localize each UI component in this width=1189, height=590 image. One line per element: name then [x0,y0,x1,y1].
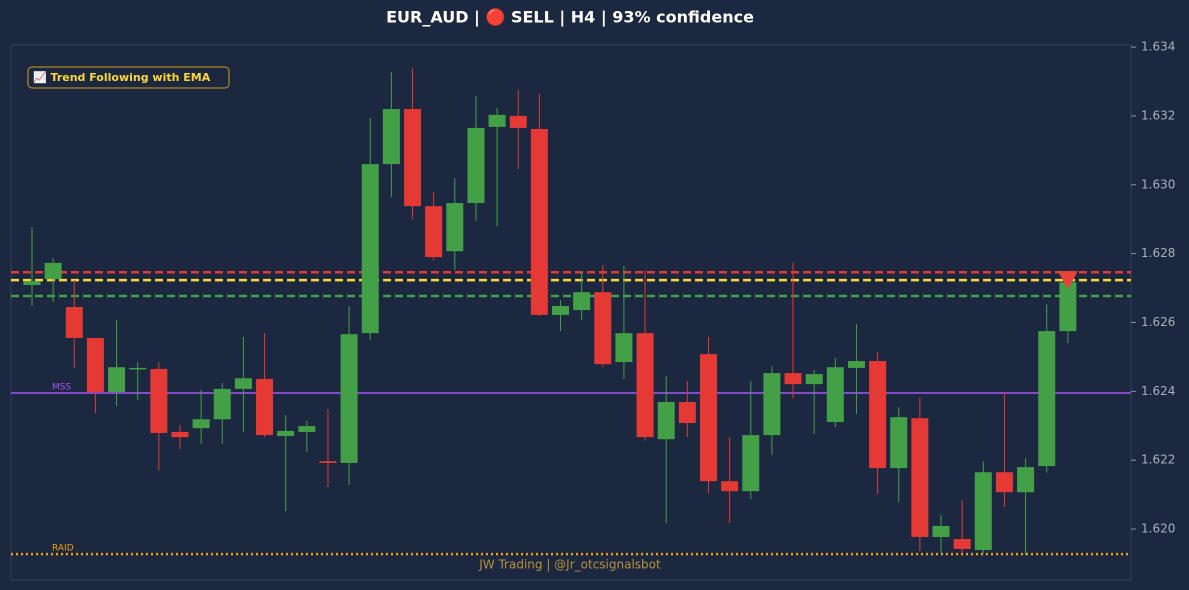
strategy-label: 📈 Trend Following with EMA [33,71,211,84]
strategy-box [27,66,230,89]
candle-body [636,333,654,438]
y-tick-label: 1.624 [1141,384,1175,398]
candle-body [742,435,760,492]
y-tick-label: 1.628 [1141,246,1175,260]
candle-body [44,262,62,280]
candle-body [869,361,887,469]
candle-body [361,164,379,334]
candle-body [65,306,83,338]
candle-body [847,361,865,368]
candle-body [509,115,527,128]
candle-body [657,402,675,440]
candle-body [234,378,252,389]
candle-body [1038,331,1056,467]
candle-body [150,368,168,433]
level-label: MSS [52,383,71,393]
y-tick-label: 1.620 [1141,522,1175,536]
candle-body [446,203,464,252]
candle-body [192,419,210,429]
candle-body [974,472,992,551]
candle-body [953,539,971,550]
candle-body [615,333,633,363]
candle-body [1017,467,1035,493]
candle-body [890,417,908,469]
candle-body [256,378,274,436]
candle-body [298,426,316,432]
candle-body [995,472,1013,493]
candle-body [23,281,41,285]
candle-body [488,114,506,127]
candle-body [213,388,231,420]
candle-body [425,206,443,258]
candle-body [171,431,189,438]
candle-body [784,373,802,385]
candle-body [826,367,844,422]
candle-body [530,129,548,315]
y-tick-label: 1.630 [1141,177,1175,191]
level-label: RAID [52,544,74,554]
candle-body [805,374,823,385]
candle-body [319,461,337,463]
candle-body [277,430,295,437]
y-tick-label: 1.626 [1141,315,1175,329]
candle-body [382,109,400,165]
candle-body [467,127,485,204]
candle-body [552,305,569,315]
candle-body [932,525,950,537]
y-tick-label: 1.632 [1141,108,1175,122]
plot-area [10,44,1132,581]
candle-body [721,481,739,492]
candle-body [340,334,358,463]
candle-body [86,337,104,393]
candle-body [678,402,696,424]
candle-body [108,367,126,393]
chart-title: EUR_AUD | 🔴 SELL | H4 | 93% confidence [386,8,754,28]
y-tick-label: 1.634 [1141,40,1175,54]
candle-body [129,367,147,370]
candle-body [404,109,422,207]
candle-body [763,373,781,436]
watermark: JW Trading | @Jr_otcsignalsbot [478,558,661,572]
candle-body [1059,282,1077,332]
candle-body [699,354,717,482]
candle-body [573,292,591,311]
candle-body [594,292,612,365]
candle-body [911,418,929,537]
sell-signal [1057,271,1078,290]
y-tick-label: 1.622 [1141,453,1175,467]
